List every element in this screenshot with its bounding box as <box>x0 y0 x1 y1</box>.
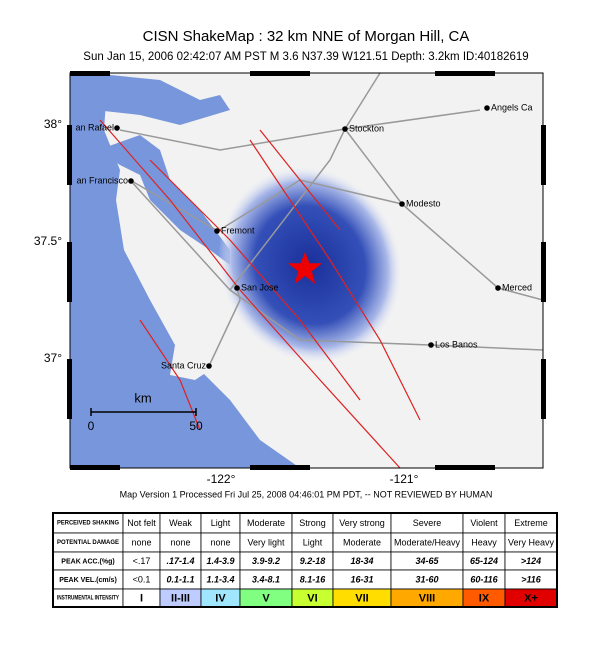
legend-value: Not felt <box>127 518 156 528</box>
legend-value: II-III <box>171 592 190 604</box>
legend-value: >124 <box>521 556 541 566</box>
legend-value: <.17 <box>133 556 151 566</box>
city-label: Santa Cruz <box>161 360 207 370</box>
legend-value: VI <box>307 592 317 604</box>
city-dot <box>342 126 348 132</box>
city-dot <box>214 228 220 234</box>
row-header: INSTRUMENTAL INTENSITY <box>57 595 120 602</box>
city-label: Los Banos <box>435 339 478 349</box>
footer: Map Version 1 Processed Fri Jul 25, 2008… <box>120 489 493 499</box>
scale-end: 50 <box>189 419 203 433</box>
legend-border <box>52 512 558 608</box>
legend-value: Very Heavy <box>508 537 555 547</box>
row-header: POTENTIAL DAMAGE <box>57 539 119 546</box>
legend-value: 16-31 <box>350 574 373 584</box>
city-label: Angels Ca <box>491 102 533 112</box>
city-label: an Rafael <box>75 122 114 132</box>
legend-value: 0.1-1.1 <box>166 574 194 584</box>
row-header: PEAK ACC.(%g) <box>61 558 114 565</box>
lon-label: -122° <box>207 472 236 486</box>
legend-value: Very light <box>247 537 285 547</box>
city-label: Stockton <box>349 123 384 133</box>
legend-value: 1.1-3.4 <box>206 574 234 584</box>
city-dot <box>114 125 120 131</box>
subtitle: Sun Jan 15, 2006 02:42:07 AM PST M 3.6 N… <box>83 51 528 63</box>
legend-value: 8.1-16 <box>300 574 327 584</box>
city-dot <box>206 363 212 369</box>
legend-value: >116 <box>521 574 542 584</box>
legend-value: 34-65 <box>415 556 439 566</box>
legend-value: IX <box>479 592 490 604</box>
city-dot <box>495 285 501 291</box>
legend-value: none <box>170 537 190 547</box>
row-header: PEAK VEL.(cm/s) <box>59 577 117 584</box>
lat-label: 37° <box>44 351 62 365</box>
legend-value: 18-34 <box>350 556 373 566</box>
legend-value: Heavy <box>471 537 497 547</box>
row-header: PERCEIVED SHAKING <box>57 520 119 527</box>
city-dot <box>128 178 134 184</box>
city-label: Merced <box>502 282 532 292</box>
legend-value: Light <box>211 518 231 528</box>
map: an Rafael Stockton Angels Ca an Francisco Mo… <box>67 71 546 470</box>
legend-value: 31-60 <box>415 574 438 584</box>
legend-value: Moderate/Heavy <box>394 537 461 547</box>
legend-table: PERCEIVED SHAKING Not felt Weak Light Modera… <box>52 512 558 608</box>
legend-value: I <box>140 592 143 604</box>
legend-value: 9.2-18 <box>300 556 326 566</box>
scale-start: 0 <box>88 419 95 433</box>
scale-unit: km <box>134 390 151 405</box>
legend-value: Violent <box>470 518 498 528</box>
legend-value: Extreme <box>514 518 548 528</box>
legend-value: 3.9-9.2 <box>252 556 280 566</box>
lat-label: 37.5° <box>34 234 62 248</box>
city-label: Modesto <box>406 198 441 208</box>
city-label: San Jose <box>241 282 279 292</box>
legend-value: none <box>131 537 151 547</box>
city-dot <box>399 201 405 207</box>
legend-value: X+ <box>524 592 538 604</box>
legend-value: .17-1.4 <box>166 556 194 566</box>
lon-label: -121° <box>390 472 419 486</box>
legend-value: VII <box>355 592 368 604</box>
city-dot <box>484 105 490 111</box>
legend-value: Very strong <box>339 518 385 528</box>
legend-value: 1.4-3.9 <box>206 556 234 566</box>
legend-value: Severe <box>413 518 442 528</box>
lat-label: 38° <box>44 117 62 131</box>
city-label: an Francisco <box>76 175 128 185</box>
legend-value: IV <box>215 592 226 604</box>
legend-value: Strong <box>299 518 326 528</box>
city-dot <box>428 342 434 348</box>
legend-value: Light <box>303 537 323 547</box>
legend-value: Weak <box>169 518 192 528</box>
legend-value: V <box>262 592 270 604</box>
city-dot <box>234 285 240 291</box>
legend-value: <0.1 <box>133 574 151 584</box>
city-label: Fremont <box>221 225 255 235</box>
legend-value: Moderate <box>247 518 285 528</box>
legend-value: Moderate <box>343 537 381 547</box>
legend-value: 60-116 <box>470 574 498 584</box>
legend-value: VIII <box>419 592 436 604</box>
legend-value: none <box>210 537 230 547</box>
legend-value: 3.4-8.1 <box>252 574 280 584</box>
title: CISN ShakeMap : 32 km NNE of Morgan Hill… <box>143 28 470 45</box>
legend-value: 65-124 <box>470 556 498 566</box>
